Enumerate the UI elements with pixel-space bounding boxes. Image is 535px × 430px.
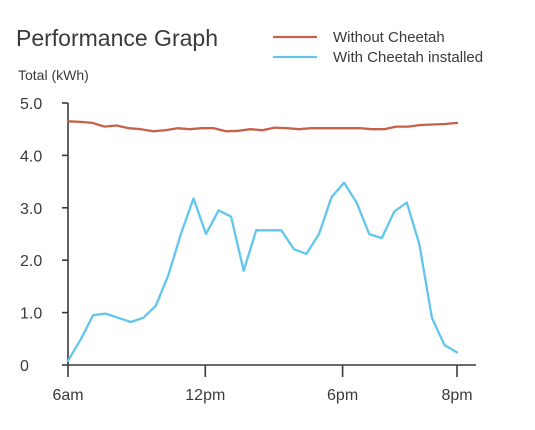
- x-tick-label: 6am: [52, 387, 83, 404]
- legend: Without Cheetah With Cheetah installed: [273, 29, 483, 66]
- legend-label-with-cheetah: With Cheetah installed: [333, 49, 483, 66]
- y-tick-label: 1.0: [20, 306, 42, 323]
- y-tick-label: 2.0: [20, 253, 42, 270]
- series-line-without-cheetah: [66, 120, 459, 133]
- y-ticks: 0 1.0 2.0 3.0 4.0 5.0: [20, 96, 68, 375]
- x-tick-label: 6pm: [327, 387, 358, 404]
- y-tick-label: 5.0: [20, 96, 42, 113]
- x-ticks: 6am 12pm 6pm 8pm: [52, 365, 473, 404]
- y-tick-label: 0: [20, 358, 29, 375]
- y-tick-label: 3.0: [20, 201, 42, 218]
- legend-label-without-cheetah: Without Cheetah: [333, 29, 445, 46]
- y-axis-label: Total (kWh): [18, 67, 89, 83]
- y-tick-label: 4.0: [20, 148, 42, 165]
- x-tick-label: 8pm: [441, 387, 472, 404]
- series-lines: [66, 120, 459, 362]
- x-tick-label: 12pm: [185, 387, 225, 404]
- chart-title: Performance Graph: [16, 25, 218, 51]
- series-line-with-cheetah: [66, 181, 459, 362]
